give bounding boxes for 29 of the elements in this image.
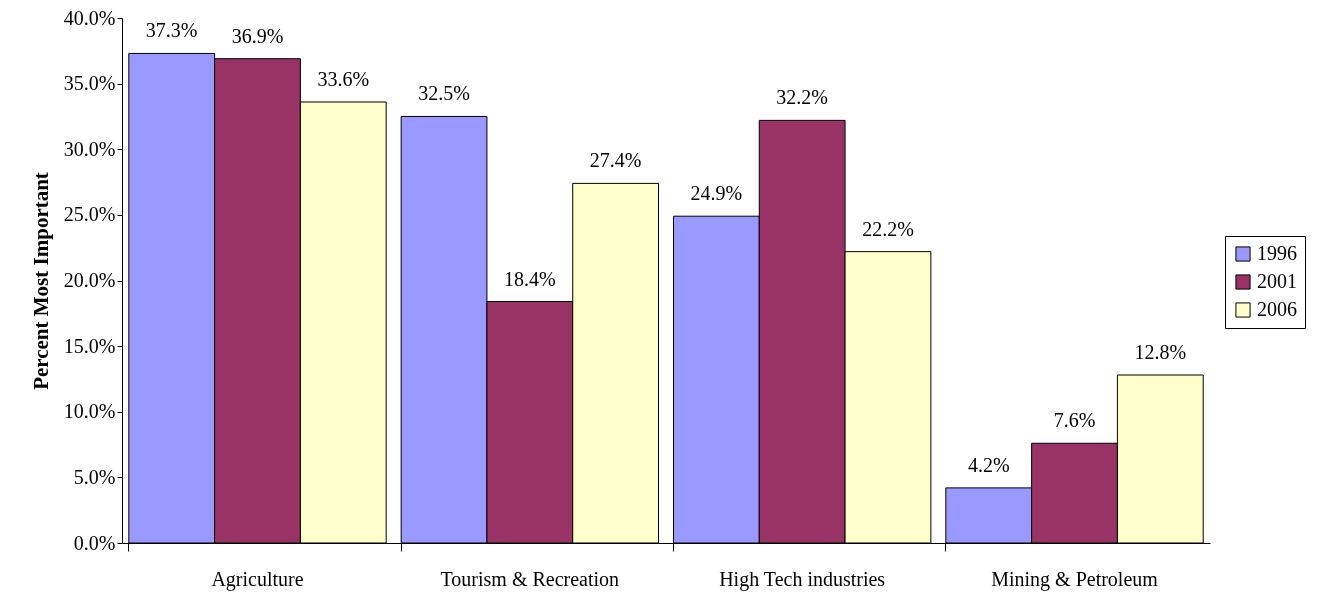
y-tick-label: 40.0% (63, 6, 116, 29)
data-label: 36.9% (231, 24, 284, 47)
y-axis-title: Percent Most Important (28, 172, 53, 390)
y-tick-label: 5.0% (73, 465, 116, 488)
x-tick-label: Agriculture (211, 567, 304, 591)
x-tick-label: Mining & Petroleum (991, 567, 1159, 591)
data-label: 33.6% (317, 68, 370, 90)
y-tick-label: 30.0% (63, 137, 116, 160)
data-label: 27.4% (589, 149, 642, 172)
y-tick-label: 35.0% (63, 72, 116, 95)
data-label: 32.5% (418, 82, 470, 105)
data-label: 37.3% (145, 19, 198, 42)
data-label: 7.6% (1053, 409, 1096, 432)
x-tick-label: Tourism & Recreation (440, 567, 620, 590)
legend-label: 2001 (1257, 270, 1297, 292)
data-label: 12.8% (1134, 341, 1187, 363)
data-label: 22.2% (862, 217, 914, 240)
legend-label: 2006 (1257, 298, 1297, 320)
y-tick-label: 20.0% (63, 269, 116, 291)
data-label: 32.2% (776, 86, 829, 109)
y-tick-label: 10.0% (63, 400, 116, 423)
y-tick-label: 0.0% (73, 531, 116, 554)
legend-label: 1996 (1257, 242, 1297, 264)
data-label: 4.2% (967, 453, 1010, 476)
data-label: 18.4% (503, 267, 556, 290)
x-tick-label: High Tech industries (719, 567, 886, 591)
data-label: 24.9% (690, 182, 743, 205)
y-tick-label: 25.0% (63, 203, 116, 226)
y-tick-label: 15.0% (63, 334, 116, 357)
